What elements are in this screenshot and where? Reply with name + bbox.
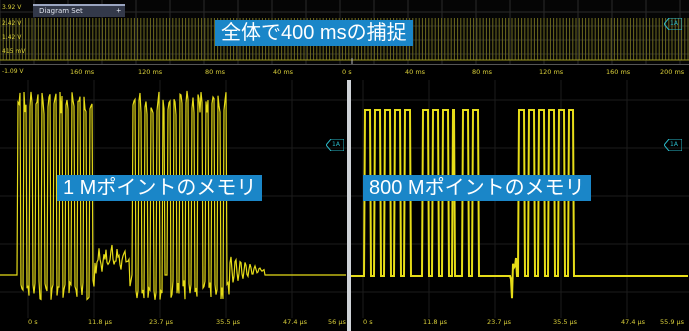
left-x-label: 0 s: [28, 318, 38, 326]
overview-y-label: 2.42 V: [2, 20, 22, 27]
right-signal-trace: [351, 109, 688, 299]
overview-x-label: 160 ms: [606, 68, 631, 76]
right-x-label: 23.7 µs: [487, 318, 512, 326]
overview-x-label: 80 ms: [472, 68, 493, 76]
overview-y-label: 3.92 V: [2, 4, 22, 11]
right-channel-marker[interactable]: 1A: [664, 139, 682, 151]
overview-x-label: 200 ms: [660, 68, 685, 76]
overview-x-label: 40 ms: [273, 68, 294, 76]
left-callout: 1 Mポイントのメモリ: [57, 175, 263, 201]
overview-x-label: 120 ms: [539, 68, 564, 76]
left-x-label: 56 µs: [328, 318, 346, 326]
right-callout: 800 Mポイントのメモリ: [363, 175, 591, 201]
right-x-label: 47.4 µs: [621, 318, 646, 326]
right-waveform-panel[interactable]: [351, 80, 689, 331]
overview-channel-marker[interactable]: 1A: [664, 18, 682, 30]
left-signal-trace: [0, 90, 346, 301]
panel-divider[interactable]: [347, 80, 351, 331]
overview-x-label: 160 ms: [70, 68, 95, 76]
overview-y-label: 1.42 V: [2, 34, 22, 41]
right-x-label: 11.8 µs: [423, 318, 448, 326]
overview-x-label: 120 ms: [138, 68, 163, 76]
overview-x-label: 80 ms: [205, 68, 226, 76]
diagram-set-tab[interactable]: Diagram Set +: [33, 4, 125, 17]
overview-x-axis: [0, 64, 689, 81]
left-x-label: 47.4 µs: [283, 318, 308, 326]
overview-x-label: 0 s: [342, 68, 352, 76]
add-tab-plus-icon[interactable]: +: [116, 6, 121, 15]
overview-y-label: 415 mV: [2, 48, 26, 55]
right-x-label: 35.5 µs: [553, 318, 578, 326]
right-x-label: 55.9 µs: [660, 318, 685, 326]
left-x-label: 23.7 µs: [149, 318, 174, 326]
overview-callout: 全体で400 msの捕捉: [215, 20, 413, 46]
diagram-set-tab-label: Diagram Set: [39, 7, 83, 15]
left-channel-marker[interactable]: 1A: [326, 139, 344, 151]
right-x-label: 0 s: [363, 318, 373, 326]
overview-x-label: 40 ms: [405, 68, 426, 76]
left-x-label: 11.8 µs: [88, 318, 113, 326]
right-waveform: [351, 80, 689, 318]
left-waveform-panel[interactable]: [0, 80, 347, 331]
overview-y-label: -1.09 V: [2, 68, 24, 75]
left-waveform: [0, 80, 347, 318]
left-x-label: 35.5 µs: [216, 318, 241, 326]
